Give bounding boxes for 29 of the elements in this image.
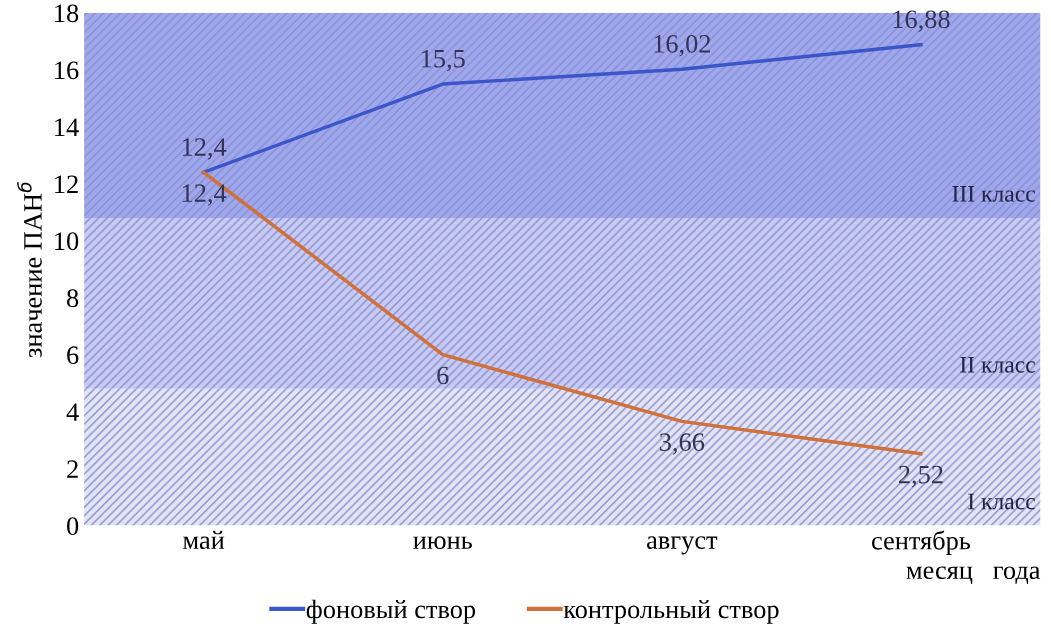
y-tick-label: 8 [67,289,79,308]
data-label: 12,4 [182,184,227,206]
y-axis-title: значение ПАН$^{б}$ [17,182,42,358]
x-tick-label: май [183,530,225,550]
x-tick-label: сентябрь [872,530,971,555]
data-label: 6 [437,366,449,385]
x-tick-label: август [647,536,718,555]
data-label: 3,66 [660,433,705,455]
x-axis-title: месяц года [906,566,1041,584]
data-label: 16,88 [893,10,950,33]
data-label: 15,5 [421,49,465,72]
y-tick-label: 14 [55,118,79,136]
data-label: 16,02 [654,34,711,57]
y-tick-label: 12 [55,175,78,193]
y-tick-label: 6 [67,346,79,365]
band-label: III класс [952,186,1035,202]
data-label: 2,52 [899,465,943,488]
band-label: II класс [960,356,1035,373]
data-label: 12,4 [182,138,227,160]
y-tick-label: 4 [66,403,79,421]
y-tick-label: 18 [55,4,79,23]
legend-label: контрольный створ [563,599,779,624]
band-label: I класс [968,493,1035,510]
y-tick-label: 2 [67,460,78,478]
y-tick-label: 0 [67,517,79,536]
y-tick-label: 10 [55,232,79,251]
y-tick-label: 16 [55,61,79,80]
x-tick-label: июнь [413,536,472,550]
legend-label: фоновый створ [306,599,476,624]
